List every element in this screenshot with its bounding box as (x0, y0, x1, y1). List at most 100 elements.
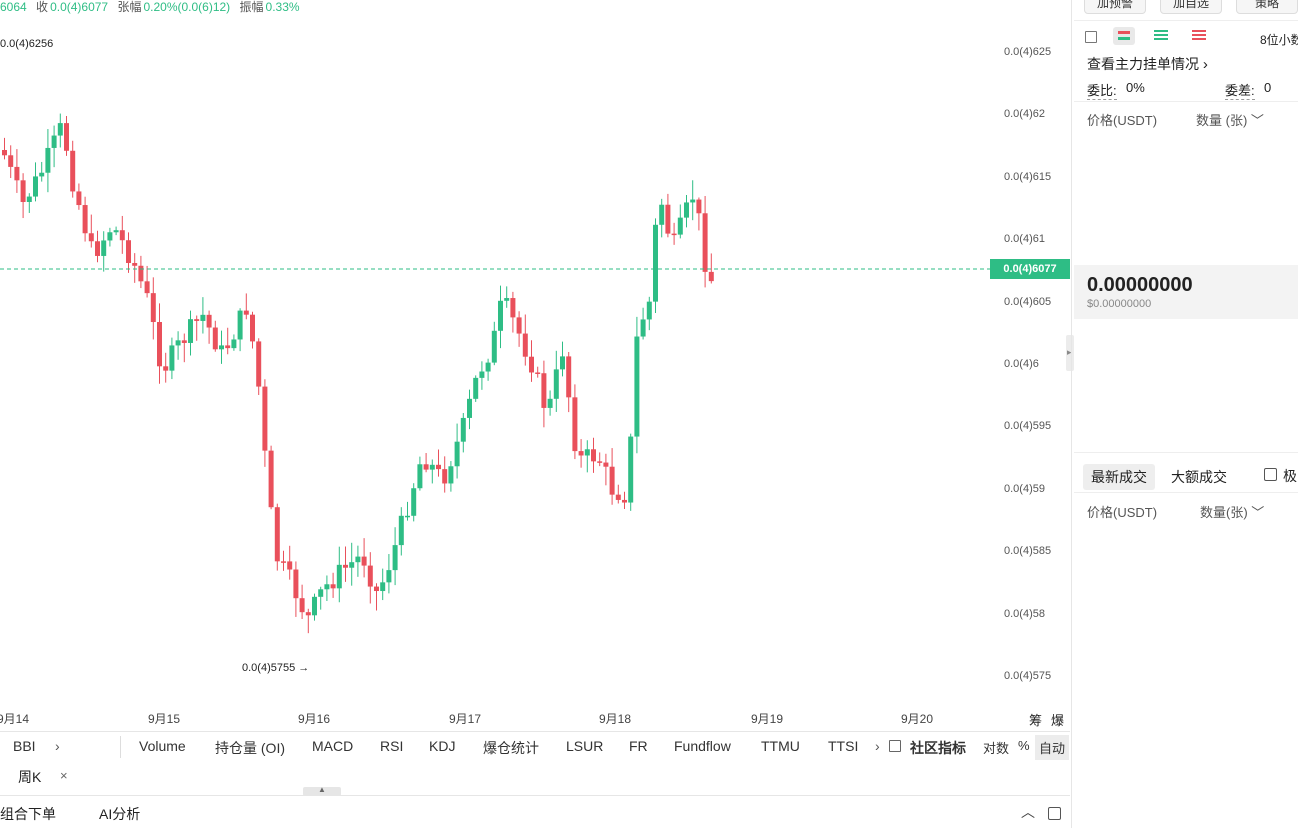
decimal-selector[interactable]: 8位小数 (1260, 33, 1298, 47)
candle-body (646, 301, 652, 320)
chevron-up-icon[interactable]: ︿ (1021, 804, 1035, 820)
orderbook-buy-view[interactable] (1154, 30, 1168, 42)
chevron-right-icon[interactable]: › (55, 738, 60, 754)
indicator-lsur[interactable]: LSUR (566, 738, 604, 754)
add-alert-button[interactable]: 加预警 (1084, 0, 1146, 14)
candle-body (634, 336, 640, 437)
candle-body (14, 166, 20, 181)
indicator-volume[interactable]: Volume (139, 738, 186, 754)
indicator-macd[interactable]: MACD (312, 738, 354, 754)
chevron-right-icon: ▸ (1067, 347, 1072, 357)
candle-body (671, 233, 677, 236)
candle-body (243, 310, 249, 315)
x-axis-tick: 9月17 (449, 712, 482, 726)
extreme-filter-label: 极 (1283, 468, 1297, 484)
edit-icon[interactable] (889, 740, 901, 752)
candle-body (597, 461, 603, 463)
indicator-ttsi[interactable]: TTSI (828, 738, 859, 754)
panel-collapse-handle[interactable]: ▸ (1066, 335, 1074, 371)
percent-scale-toggle[interactable]: % (1018, 738, 1030, 753)
candle-body (287, 561, 293, 570)
candle-body (119, 230, 125, 241)
candlestick-chart[interactable] (0, 0, 1070, 732)
main-orders-link[interactable]: 查看主力挂单情况 › (1087, 54, 1208, 74)
candle-body (194, 319, 200, 321)
candle-body (113, 230, 119, 233)
candle-body (417, 464, 423, 489)
y-axis-tick: 0.0(4)61 (1004, 233, 1045, 246)
candles-group (2, 113, 714, 634)
candle-body (696, 199, 702, 214)
trades-divider (1074, 452, 1298, 453)
chevron-up-icon: ▲ (318, 785, 326, 794)
candle-body (274, 507, 280, 562)
candle-body (349, 562, 355, 568)
tab-large-trades[interactable]: 大额成交 (1171, 469, 1227, 485)
last-price: 0.00000000 (1087, 274, 1193, 296)
x-axis-tick: 9月18 (599, 712, 632, 726)
candle-body (535, 372, 541, 374)
combo-order-tab[interactable]: 组合下单 (0, 806, 56, 822)
panel-header-divider (1074, 20, 1298, 21)
liquidation-button[interactable]: 爆 (1051, 713, 1065, 728)
y-axis-tick: 0.0(4)62 (1004, 108, 1045, 121)
bid-ask-diff-label: 委差: (1225, 80, 1255, 100)
strategy-button[interactable]: 策略 (1236, 0, 1298, 14)
candle-body (281, 561, 286, 563)
orderbook-both-view[interactable] (1113, 27, 1135, 45)
candle-body (64, 123, 69, 151)
change-value: 0.20%(0.0(6)12) (143, 0, 231, 14)
y-axis-tick: 0.0(4)575 (1004, 670, 1052, 682)
expand-icon[interactable] (1048, 807, 1061, 820)
candle-body (429, 464, 435, 470)
candle-body (566, 356, 572, 398)
resize-handle[interactable]: ▲ (303, 785, 341, 796)
indicator-fundflow[interactable]: Fundflow (674, 738, 731, 754)
candle-body (76, 191, 82, 206)
orderbook-panel: 加预警 加自选 策略 8位小数 查看主力挂单情况 › 委比: 0% 委差: 0 … (1074, 0, 1298, 828)
candle-body (8, 155, 14, 167)
community-indicators[interactable]: 社区指标 (910, 740, 966, 756)
candle-body (26, 196, 32, 202)
candle-body (578, 451, 584, 456)
candle-body (163, 366, 169, 371)
indicator-kdj[interactable]: KDJ (429, 738, 456, 754)
candle-body (336, 564, 342, 589)
candle-body (504, 298, 510, 301)
candle-body (231, 339, 237, 349)
candle-body (529, 356, 534, 373)
candle-body (51, 135, 57, 148)
candle-body (324, 584, 330, 590)
period-tab-weekly[interactable]: 周K (18, 769, 42, 785)
amplitude-value: 0.33% (265, 0, 300, 14)
trades-qty-header[interactable]: 数量(张) ﹀ (1200, 502, 1264, 521)
candle-body (132, 263, 138, 266)
y-axis-tick: 0.0(4)6 (1004, 358, 1039, 370)
candle-body (206, 314, 212, 328)
chevron-right-icon[interactable]: › (875, 738, 880, 754)
candle-body (547, 398, 553, 408)
indicator-ttmu[interactable]: TTMU (761, 738, 800, 754)
popout-icon[interactable] (1085, 31, 1097, 43)
y-axis-tick: 0.0(4)58 (1004, 607, 1045, 620)
chip-distribution-button[interactable]: 筹 (1029, 713, 1043, 728)
orderbook-qty-header[interactable]: 数量 (张) ﹀ (1196, 110, 1264, 129)
indicator-bbi[interactable]: BBI (13, 738, 36, 754)
close-icon[interactable]: × (60, 768, 68, 783)
tab-latest-trades[interactable]: 最新成交 (1083, 464, 1155, 490)
indicator-open-interest[interactable]: 持仓量 (OI) (215, 740, 285, 756)
candle-body (628, 436, 634, 503)
indicator-rsi[interactable]: RSI (380, 738, 404, 754)
candle-body (498, 300, 503, 331)
indicator-fr[interactable]: FR (629, 738, 648, 754)
candle-body (367, 565, 373, 587)
auto-scale-toggle[interactable]: 自动 (1035, 735, 1070, 760)
checkbox[interactable] (1264, 468, 1277, 481)
add-watchlist-button[interactable]: 加自选 (1160, 0, 1222, 14)
bottom-bar: 组合下单 AI分析 ︿ (0, 795, 1070, 829)
candle-body (615, 494, 621, 500)
orderbook-sell-view[interactable] (1192, 30, 1206, 42)
log-scale-toggle[interactable]: 对数 (983, 741, 1010, 756)
ai-analysis-tab[interactable]: AI分析 (99, 806, 141, 822)
indicator-liquidation-stats[interactable]: 爆仓统计 (483, 740, 539, 756)
